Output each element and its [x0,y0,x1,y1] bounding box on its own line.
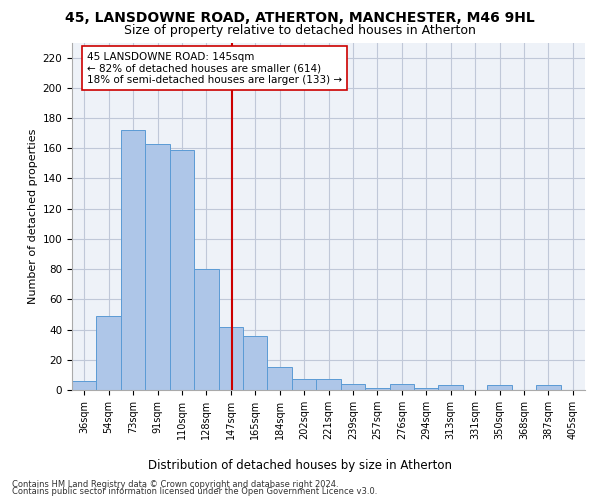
Y-axis label: Number of detached properties: Number of detached properties [28,128,38,304]
Bar [97,316,121,390]
Bar [487,386,512,390]
Bar [389,384,414,390]
Bar [439,386,463,390]
Bar [268,368,292,390]
Text: Contains HM Land Registry data © Crown copyright and database right 2024.: Contains HM Land Registry data © Crown c… [12,480,338,489]
Text: Size of property relative to detached houses in Atherton: Size of property relative to detached ho… [124,24,476,37]
Bar [218,326,243,390]
Bar [316,380,341,390]
Text: 45 LANSDOWNE ROAD: 145sqm
← 82% of detached houses are smaller (614)
18% of semi: 45 LANSDOWNE ROAD: 145sqm ← 82% of detac… [87,52,342,85]
Bar [243,336,268,390]
Text: 45, LANSDOWNE ROAD, ATHERTON, MANCHESTER, M46 9HL: 45, LANSDOWNE ROAD, ATHERTON, MANCHESTER… [65,12,535,26]
Text: Distribution of detached houses by size in Atherton: Distribution of detached houses by size … [148,460,452,472]
Bar [170,150,194,390]
Bar [365,388,389,390]
Bar [292,380,316,390]
Bar [72,381,97,390]
Text: Contains public sector information licensed under the Open Government Licence v3: Contains public sector information licen… [12,487,377,496]
Bar [536,386,560,390]
Bar [414,388,439,390]
Bar [341,384,365,390]
Bar [145,144,170,390]
Bar [121,130,145,390]
Bar [194,269,218,390]
